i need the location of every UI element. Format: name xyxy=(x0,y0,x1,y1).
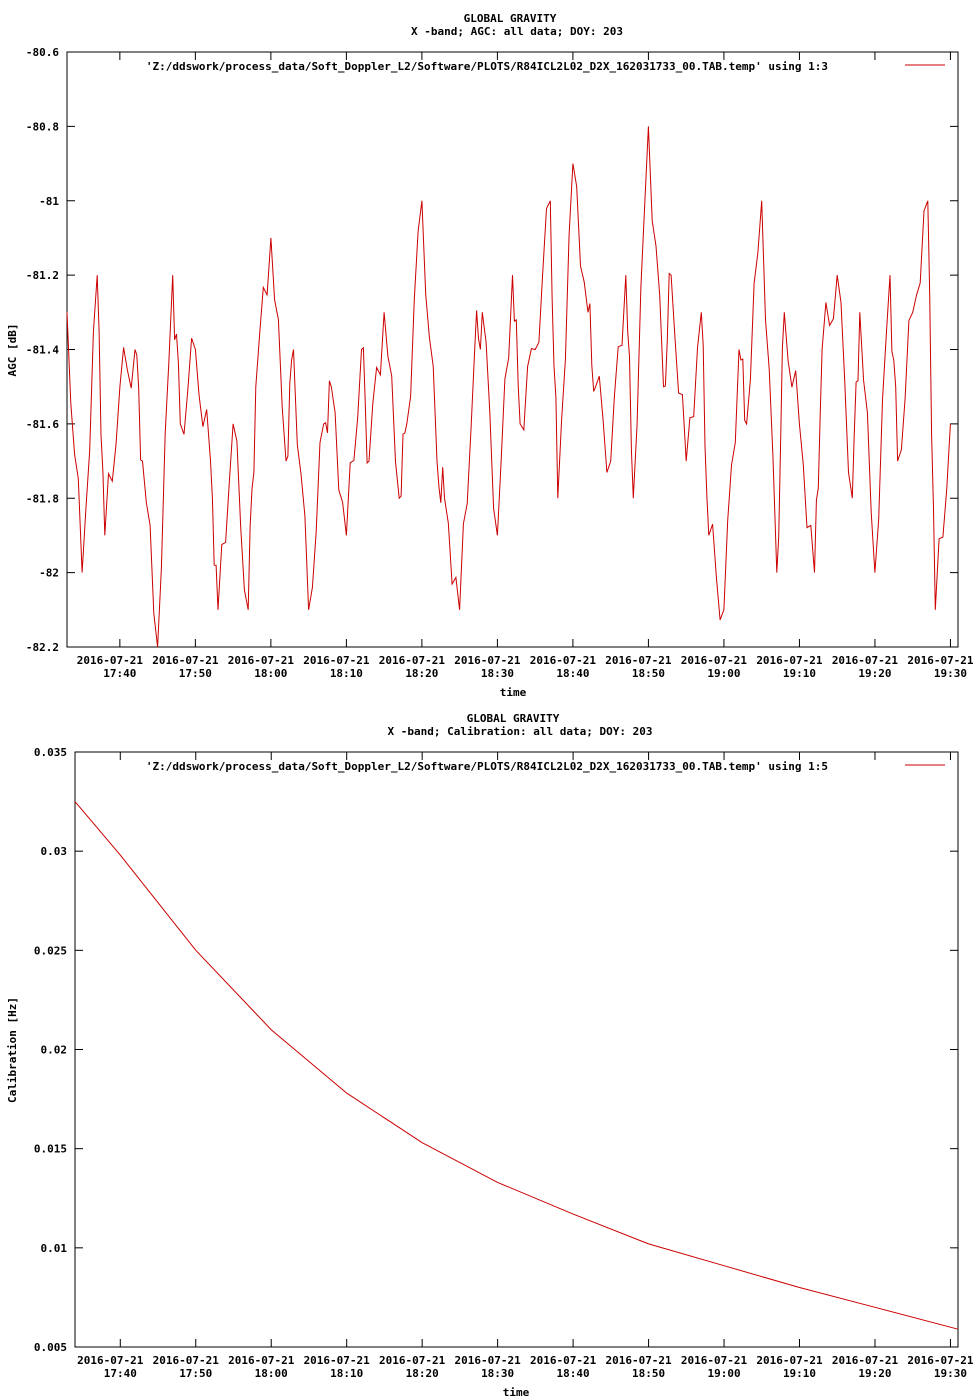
x-tick-date-label: 2016-07-21 xyxy=(379,654,446,667)
x-tick-time-label: 17:40 xyxy=(104,1367,137,1380)
x-tick-date-label: 2016-07-21 xyxy=(832,1354,899,1367)
x-tick-date-label: 2016-07-21 xyxy=(304,1354,371,1367)
y-tick-label: -80.6 xyxy=(26,46,59,59)
x-tick-time-label: 19:10 xyxy=(783,1367,816,1380)
x-tick-time-label: 19:20 xyxy=(858,1367,891,1380)
y-tick-label: 0.005 xyxy=(34,1341,67,1354)
chart-calibration-title: GLOBAL GRAVITY xyxy=(467,712,560,725)
chart-calibration-subtitle: X -band; Calibration: all data; DOY: 203 xyxy=(388,725,653,738)
chart-calibration-x-label: time xyxy=(503,1386,530,1399)
y-tick-label: -80.8 xyxy=(26,120,59,133)
x-tick-date-label: 2016-07-21 xyxy=(530,1354,597,1367)
x-tick-date-label: 2016-07-21 xyxy=(907,1354,974,1367)
x-tick-time-label: 18:40 xyxy=(556,667,589,680)
x-tick-time-label: 18:10 xyxy=(330,1367,363,1380)
chart-agc: GLOBAL GRAVITY X -band; AGC: all data; D… xyxy=(6,12,974,699)
y-tick-label: 0.015 xyxy=(34,1143,67,1156)
x-tick-date-label: 2016-07-21 xyxy=(756,1354,823,1367)
chart-agc-x-axis: 2016-07-2117:402016-07-2117:502016-07-21… xyxy=(77,52,974,680)
x-tick-time-label: 19:30 xyxy=(934,1367,967,1380)
chart-agc-legend-label: 'Z:/ddswork/process_data/Soft_Doppler_L2… xyxy=(146,60,828,73)
chart-calibration-x-axis: 2016-07-2117:402016-07-2117:502016-07-21… xyxy=(77,752,974,1380)
x-tick-time-label: 18:20 xyxy=(405,667,438,680)
x-tick-time-label: 19:30 xyxy=(934,667,967,680)
x-tick-date-label: 2016-07-21 xyxy=(681,1354,748,1367)
x-tick-date-label: 2016-07-21 xyxy=(454,654,521,667)
chart-agc-y-axis: -80.6 -80.8 -81 -81.2 -81.4 -81.6 -81.8 -82 -82.… xyxy=(26,46,958,654)
y-tick-label: 0.01 xyxy=(41,1242,68,1255)
x-tick-time-label: 18:30 xyxy=(481,667,514,680)
y-tick-label: -82.2 xyxy=(26,641,59,654)
chart-agc-subtitle: X -band; AGC: all data; DOY: 203 xyxy=(411,25,623,38)
x-tick-date-label: 2016-07-21 xyxy=(530,654,597,667)
x-tick-time-label: 18:40 xyxy=(557,1367,590,1380)
x-tick-time-label: 18:30 xyxy=(481,1367,514,1380)
y-tick-label: -81.2 xyxy=(26,269,59,282)
y-tick-label: -81 xyxy=(39,195,59,208)
x-tick-date-label: 2016-07-21 xyxy=(77,1354,144,1367)
chart-calibration-y-axis: 0.035 0.03 0.025 0.02 0.015 0.01 0.005 xyxy=(34,746,958,1354)
x-tick-time-label: 19:00 xyxy=(707,1367,740,1380)
chart-calibration-y-label: Calibration [Hz] xyxy=(6,997,19,1103)
x-tick-time-label: 18:00 xyxy=(255,1367,288,1380)
chart-agc-y-label: AGC [dB] xyxy=(6,324,19,377)
x-tick-date-label: 2016-07-21 xyxy=(77,654,144,667)
x-tick-date-label: 2016-07-21 xyxy=(605,654,672,667)
y-tick-label: 0.035 xyxy=(34,746,67,759)
x-tick-time-label: 17:40 xyxy=(103,667,136,680)
x-tick-date-label: 2016-07-21 xyxy=(153,1354,220,1367)
x-tick-date-label: 2016-07-21 xyxy=(907,654,974,667)
y-tick-label: -82 xyxy=(39,567,59,580)
x-tick-time-label: 18:00 xyxy=(254,667,287,680)
x-tick-date-label: 2016-07-21 xyxy=(152,654,219,667)
chart-calibration: GLOBAL GRAVITY X -band; Calibration: all… xyxy=(6,712,974,1399)
x-tick-date-label: 2016-07-21 xyxy=(605,1354,672,1367)
chart-agc-title: GLOBAL GRAVITY xyxy=(464,12,557,25)
x-tick-time-label: 18:20 xyxy=(406,1367,439,1380)
x-tick-date-label: 2016-07-21 xyxy=(681,654,748,667)
x-tick-time-label: 19:00 xyxy=(707,667,740,680)
x-tick-time-label: 19:10 xyxy=(783,667,816,680)
y-tick-label: -81.8 xyxy=(26,492,59,505)
chart-agc-series-line xyxy=(66,126,951,648)
y-tick-label: 0.02 xyxy=(41,1044,68,1057)
x-tick-date-label: 2016-07-21 xyxy=(228,1354,295,1367)
x-tick-time-label: 17:50 xyxy=(179,1367,212,1380)
y-tick-label: 0.03 xyxy=(41,845,68,858)
chart-calibration-series-line xyxy=(74,801,959,1330)
x-tick-time-label: 18:10 xyxy=(330,667,363,680)
y-tick-label: -81.6 xyxy=(26,418,59,431)
chart-agc-x-label: time xyxy=(500,686,527,699)
x-tick-date-label: 2016-07-21 xyxy=(455,1354,522,1367)
x-tick-time-label: 18:50 xyxy=(632,667,665,680)
y-tick-label: -81.4 xyxy=(26,344,59,357)
x-tick-date-label: 2016-07-21 xyxy=(228,654,295,667)
x-tick-date-label: 2016-07-21 xyxy=(379,1354,446,1367)
x-tick-date-label: 2016-07-21 xyxy=(756,654,823,667)
x-tick-time-label: 18:50 xyxy=(632,1367,665,1380)
x-tick-time-label: 17:50 xyxy=(179,667,212,680)
x-tick-date-label: 2016-07-21 xyxy=(832,654,899,667)
chart-calibration-legend-label: 'Z:/ddswork/process_data/Soft_Doppler_L2… xyxy=(146,760,828,773)
x-tick-time-label: 19:20 xyxy=(858,667,891,680)
x-tick-date-label: 2016-07-21 xyxy=(303,654,370,667)
y-tick-label: 0.025 xyxy=(34,944,67,957)
